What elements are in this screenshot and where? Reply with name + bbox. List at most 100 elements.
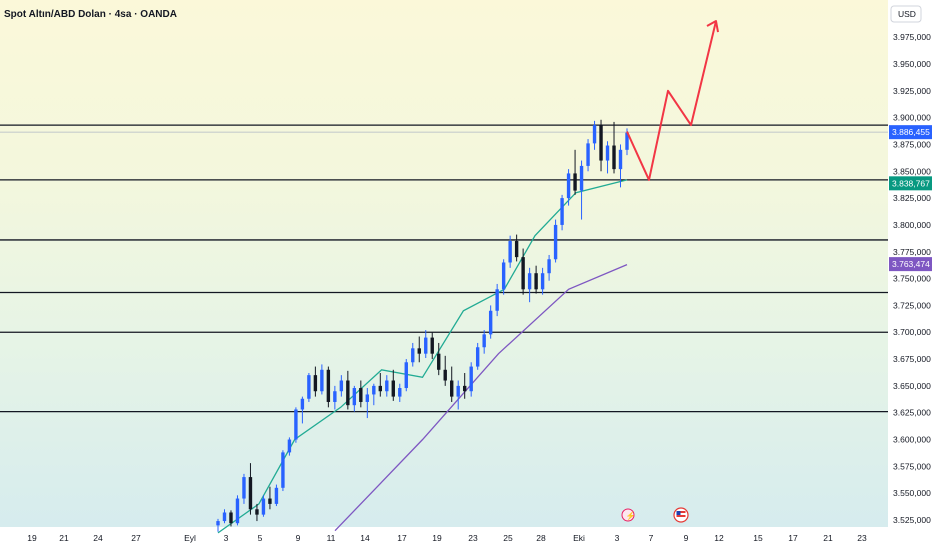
x-tick-label: 11 <box>327 533 336 543</box>
x-tick-label: 3 <box>224 533 229 543</box>
x-tick-label: 28 <box>536 533 546 543</box>
x-tick-label: 27 <box>131 533 141 543</box>
price-label-box <box>889 176 932 191</box>
candle-body <box>365 394 370 402</box>
x-tick-label: Eyl <box>184 533 196 543</box>
price-label-box <box>889 257 932 272</box>
candle-body <box>300 398 305 410</box>
y-tick-label: 3.850,000 <box>893 166 931 176</box>
x-tick-label: Eki <box>573 533 585 543</box>
y-tick-label: 3.575,000 <box>893 461 931 471</box>
candle-body <box>313 375 318 392</box>
plot-background <box>0 0 888 527</box>
y-tick-label: 3.950,000 <box>893 59 931 69</box>
y-tick-label: 3.725,000 <box>893 300 931 310</box>
candle-body <box>625 132 629 150</box>
currency-label: USD <box>898 9 916 19</box>
candle-body <box>501 262 506 290</box>
x-tick-label: 21 <box>823 533 833 543</box>
y-tick-label: 3.700,000 <box>893 327 931 337</box>
candle-body <box>482 334 486 348</box>
candle-body <box>372 385 376 395</box>
candle-body <box>281 452 285 488</box>
candle-body <box>216 521 220 526</box>
x-tick-label: 7 <box>649 533 654 543</box>
candle-body <box>430 337 434 354</box>
candle-body <box>547 259 551 274</box>
candle-body <box>333 391 337 402</box>
candle-body <box>398 388 402 397</box>
candle-body <box>248 477 253 510</box>
x-tick-label: 23 <box>857 533 867 543</box>
svg-text:⚡: ⚡ <box>626 511 636 521</box>
candle-body <box>437 353 441 370</box>
time-axis-background <box>0 527 888 550</box>
candle-body <box>326 369 331 402</box>
candle-body <box>488 310 493 335</box>
candle-body <box>579 165 584 191</box>
candle-body <box>599 125 603 161</box>
candle-body <box>527 273 532 290</box>
candle-body <box>287 439 292 453</box>
candle-body <box>411 348 415 363</box>
x-tick-label: 15 <box>753 533 763 543</box>
us-flag-event-icon[interactable] <box>673 507 689 523</box>
candle-body <box>443 369 447 381</box>
y-tick-label: 3.600,000 <box>893 435 931 445</box>
candle-body <box>540 273 545 290</box>
price-label-text: 3.838,767 <box>892 178 930 188</box>
candle-body <box>274 487 279 504</box>
x-tick-label: 5 <box>258 533 263 543</box>
candle-body <box>475 347 480 367</box>
y-tick-label: 3.625,000 <box>893 408 931 418</box>
x-tick-label: 21 <box>59 533 69 543</box>
candle-body <box>352 388 357 406</box>
candle-body <box>456 385 460 397</box>
candle-body <box>534 273 538 290</box>
y-tick-label: 3.800,000 <box>893 220 931 230</box>
candle-body <box>462 385 467 392</box>
candle-body <box>346 380 350 406</box>
price-axis-background <box>888 0 932 550</box>
chart-title: Spot Altın/ABD Dolan · 4sa · OANDA <box>4 9 177 20</box>
x-tick-label: 9 <box>296 533 301 543</box>
x-tick-label: 25 <box>503 533 513 543</box>
candle-body <box>385 380 389 392</box>
x-tick-label: 17 <box>397 533 407 543</box>
ma-slow-line <box>334 264 628 532</box>
candle-body <box>566 173 571 199</box>
candle-body <box>573 173 577 191</box>
candle-body <box>255 509 259 515</box>
time-axis: 19 21 24 27 Eyl 3 5 9 11 14 17 19 23 25 28 Eki 3 7 9 12 15 17… <box>27 533 867 543</box>
x-tick-label: 3 <box>615 533 620 543</box>
candle-body <box>417 348 421 354</box>
x-tick-label: 17 <box>788 533 798 543</box>
currency-box[interactable] <box>890 5 922 23</box>
candle-body <box>560 198 564 225</box>
x-tick-label: 14 <box>360 533 370 543</box>
candle-body <box>618 149 623 170</box>
candle-body <box>508 241 512 263</box>
y-tick-label: 3.775,000 <box>893 247 931 257</box>
x-tick-label: 19 <box>27 533 37 543</box>
candle-body <box>612 145 616 170</box>
projection-line <box>626 20 717 181</box>
candle-body <box>521 257 525 290</box>
candle-body <box>242 477 246 499</box>
y-tick-label: 3.925,000 <box>893 86 931 96</box>
candle-body <box>320 369 324 392</box>
candle-body <box>592 125 597 144</box>
projection-arrowhead <box>706 20 719 33</box>
candle-body <box>450 380 454 397</box>
candle-body <box>261 498 266 515</box>
x-tick-label: 23 <box>468 533 478 543</box>
candle-body <box>359 388 363 402</box>
candles <box>216 119 629 532</box>
y-tick-label: 3.550,000 <box>893 488 931 498</box>
y-tick-label: 3.650,000 <box>893 381 931 391</box>
horizontal-levels <box>0 124 888 413</box>
price-label-text: 3.763,474 <box>892 259 930 269</box>
candle-body <box>514 241 519 258</box>
x-tick-label: 19 <box>432 533 442 543</box>
lightning-event-icon[interactable]: ⚡ <box>621 508 636 522</box>
